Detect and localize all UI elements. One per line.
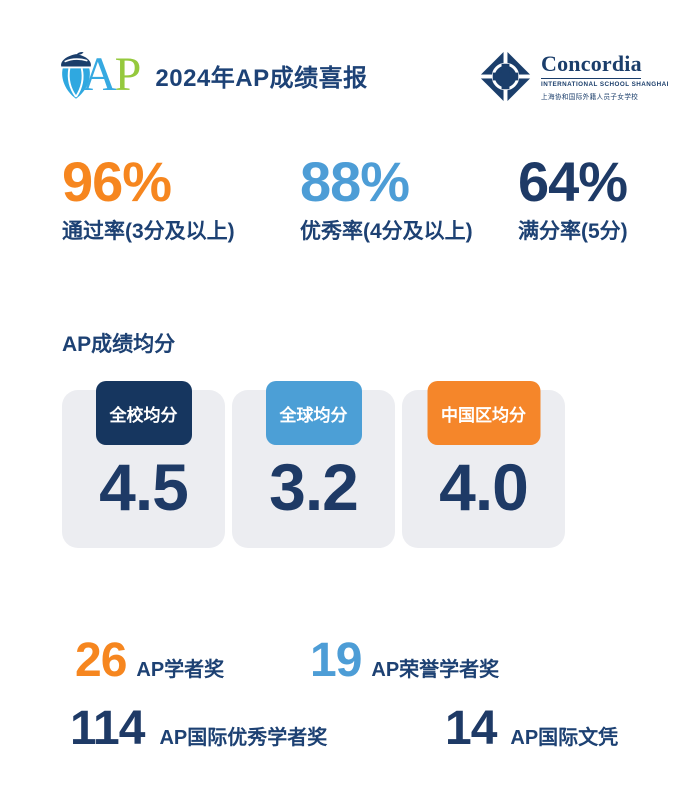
school-subtitle-en: INTERNATIONAL SCHOOL SHANGHAI — [541, 77, 668, 88]
ap-logo: AP — [57, 48, 142, 102]
award-label: AP国际优秀学者奖 — [159, 727, 328, 749]
card-china-average: 中国区均分 4.0 — [402, 381, 565, 548]
award-ap-scholar-honor: 19 AP荣誉学者奖 — [310, 637, 499, 685]
card-school-average: 全校均分 4.5 — [62, 381, 225, 548]
award-label: AP学者奖 — [136, 659, 225, 681]
award-ap-international-diploma: 14 AP国际文凭 — [445, 705, 618, 753]
stat-label: 满分率(5分) — [518, 220, 628, 243]
ap-logo-letters: AP — [82, 48, 142, 101]
award-ap-international-scholar: 114 AP国际优秀学者奖 — [70, 705, 327, 753]
concordia-text: Concordia INTERNATIONAL SCHOOL SHANGHAI … — [541, 51, 668, 101]
average-cards: 全校均分 4.5 全球均分 3.2 中国区均分 4.0 — [62, 381, 565, 548]
stat-value: 96% — [62, 150, 172, 213]
concordia-logo: Concordia INTERNATIONAL SCHOOL SHANGHAI … — [478, 49, 668, 104]
award-count: 14 — [445, 702, 497, 755]
card-value: 4.5 — [99, 450, 189, 524]
acorn-icon — [61, 52, 91, 99]
stat-pass-rate: 96% 通过率(3分及以上) — [62, 154, 235, 245]
school-subtitle-cn: 上海协和国际外籍人员子女学校 — [541, 93, 639, 101]
stat-value: 64% — [518, 150, 628, 213]
award-ap-scholar: 26 AP学者奖 — [75, 637, 224, 685]
stat-full-score-rate: 64% 满分率(5分) — [518, 154, 628, 245]
concordia-emblem-icon — [478, 49, 533, 104]
average-section-title: AP成绩均分 — [62, 333, 176, 356]
stat-label: 优秀率(4分及以上) — [300, 220, 473, 243]
stat-label: 通过率(3分及以上) — [62, 220, 235, 243]
card-value: 4.0 — [439, 450, 529, 524]
header-brand: AP 2024年AP成绩喜报 — [57, 48, 368, 102]
stat-excellence-rate: 88% 优秀率(4分及以上) — [300, 154, 473, 245]
card-tag: 全校均分 — [95, 381, 192, 445]
card-global-average: 全球均分 3.2 — [232, 381, 395, 548]
card-value: 3.2 — [269, 450, 359, 524]
award-count: 19 — [310, 634, 362, 687]
award-count: 26 — [75, 634, 127, 687]
school-name: Concordia — [541, 51, 642, 77]
ap-letter-p: P — [114, 48, 142, 101]
award-label: AP国际文凭 — [510, 727, 619, 749]
ap-letter-a: A — [82, 48, 117, 101]
award-count: 114 — [70, 702, 145, 755]
card-tag: 中国区均分 — [427, 381, 540, 445]
award-label: AP荣誉学者奖 — [371, 659, 500, 681]
page-title: 2024年AP成绩喜报 — [155, 64, 368, 92]
card-tag: 全球均分 — [265, 381, 362, 445]
stat-value: 88% — [300, 150, 410, 213]
